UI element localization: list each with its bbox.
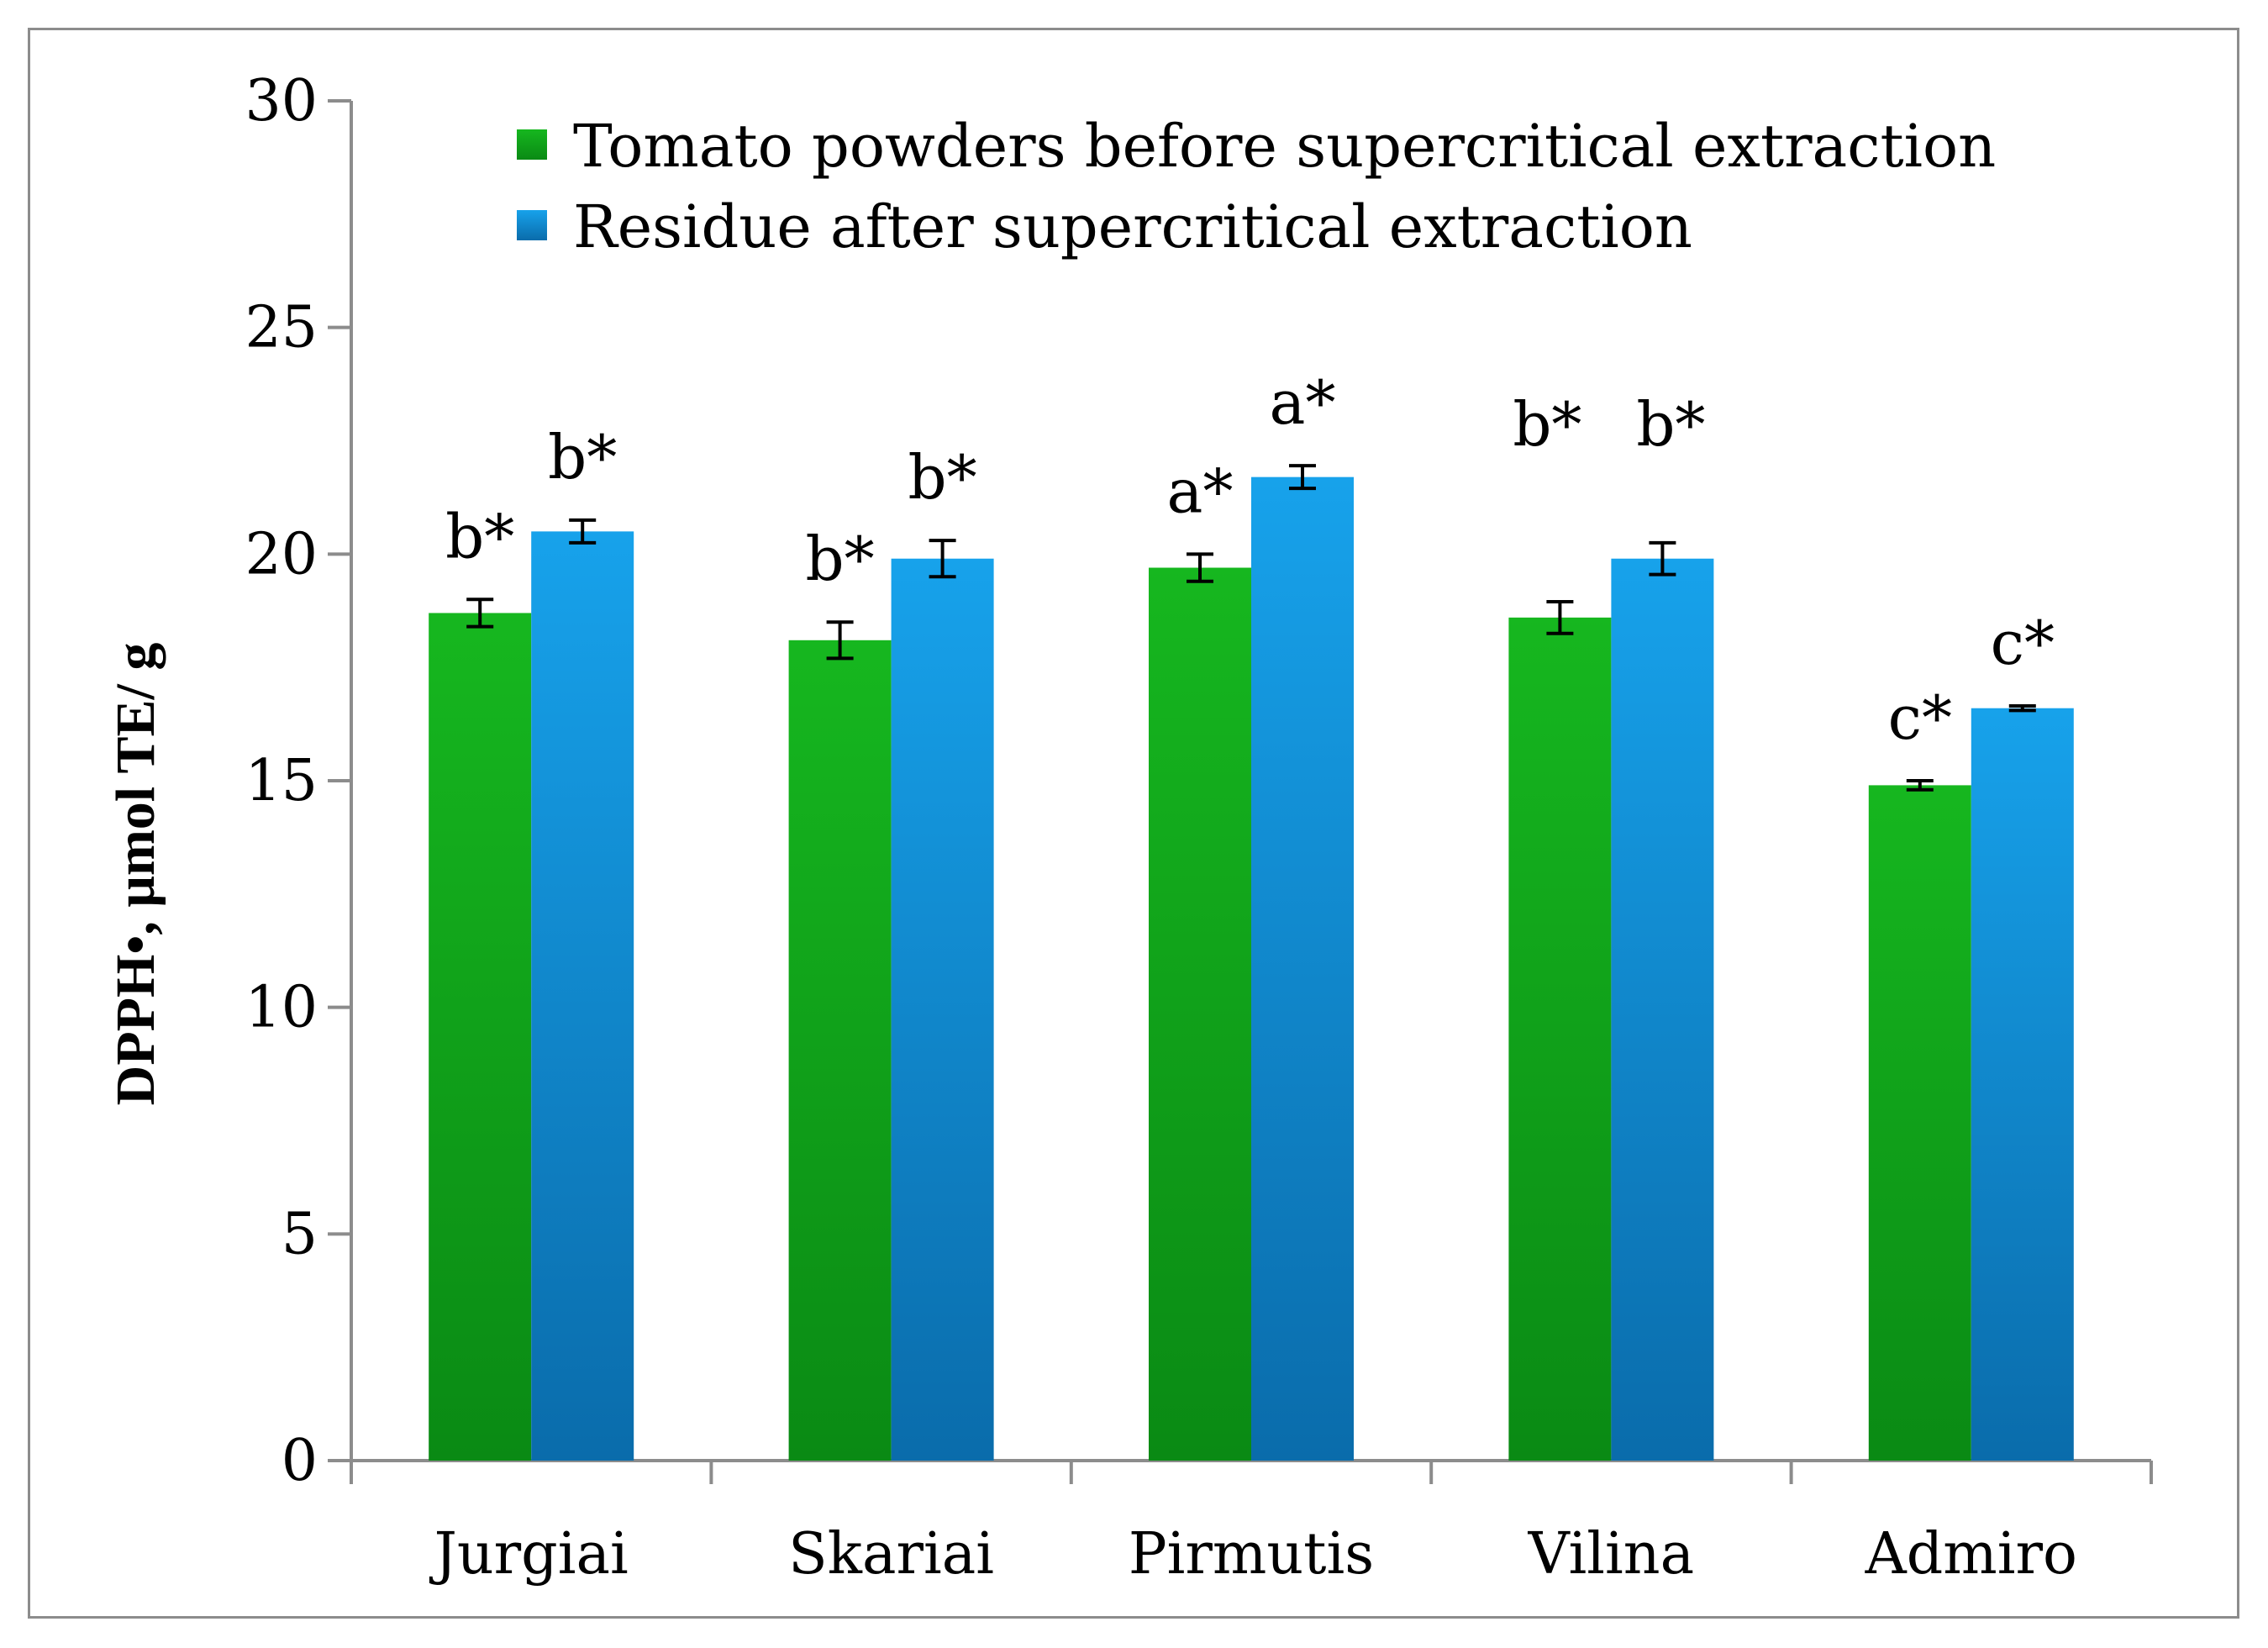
category-labels: Jurgiai Skariai Pirmutis Vilina Admiro bbox=[429, 1521, 2077, 1587]
legend-swatch-residue bbox=[517, 210, 547, 240]
bar bbox=[1971, 708, 2074, 1461]
y-ticks: 0 5 10 15 20 25 30 bbox=[245, 68, 351, 1494]
category-label: Vilina bbox=[1528, 1521, 1695, 1587]
bar bbox=[788, 640, 892, 1461]
error-bars bbox=[466, 464, 2036, 792]
bar bbox=[429, 613, 532, 1461]
y-tick-label: 20 bbox=[245, 521, 318, 587]
bars bbox=[429, 476, 2074, 1461]
significance-label: b* bbox=[908, 442, 977, 513]
chart-frame bbox=[28, 28, 2239, 1619]
legend: Tomato powders before supercritical extr… bbox=[517, 112, 1996, 261]
category-label: Admiro bbox=[1865, 1521, 2077, 1587]
significance-label: b* bbox=[806, 524, 875, 594]
category-label: Pirmutis bbox=[1129, 1521, 1374, 1587]
bar bbox=[1611, 558, 1714, 1461]
bar bbox=[891, 558, 994, 1461]
bar bbox=[1251, 476, 1354, 1461]
bar bbox=[1868, 785, 1971, 1461]
legend-label-residue: Residue after supercritical extraction bbox=[573, 192, 1692, 261]
y-tick-label: 5 bbox=[282, 1201, 318, 1267]
bar bbox=[531, 531, 634, 1461]
legend-swatch-before bbox=[517, 129, 547, 160]
category-label: Jurgiai bbox=[429, 1521, 629, 1587]
bar bbox=[1149, 567, 1251, 1461]
significance-labels: b* b* b* b* a* a* b* b* c* c* bbox=[445, 367, 2055, 753]
y-tick-label: 15 bbox=[245, 748, 318, 814]
y-tick-label: 25 bbox=[245, 295, 318, 361]
significance-label: c* bbox=[1991, 608, 2055, 678]
y-tick-label: 10 bbox=[245, 975, 318, 1041]
bar bbox=[1508, 617, 1612, 1461]
significance-label: b* bbox=[1513, 389, 1581, 460]
significance-label: b* bbox=[445, 501, 514, 571]
significance-label: c* bbox=[1888, 682, 1952, 753]
y-tick-label: 30 bbox=[245, 68, 318, 134]
y-tick-label: 0 bbox=[282, 1428, 318, 1494]
legend-label-before: Tomato powders before supercritical extr… bbox=[573, 112, 1996, 181]
significance-label: a* bbox=[1270, 367, 1336, 438]
significance-label: b* bbox=[1636, 389, 1705, 460]
significance-label: b* bbox=[548, 422, 617, 492]
category-label: Skariai bbox=[788, 1521, 994, 1587]
x-ticks bbox=[350, 1461, 2153, 1484]
significance-label: a* bbox=[1167, 455, 1234, 526]
y-axis-label: DPPH•, μmol TE/ g bbox=[105, 643, 166, 1106]
